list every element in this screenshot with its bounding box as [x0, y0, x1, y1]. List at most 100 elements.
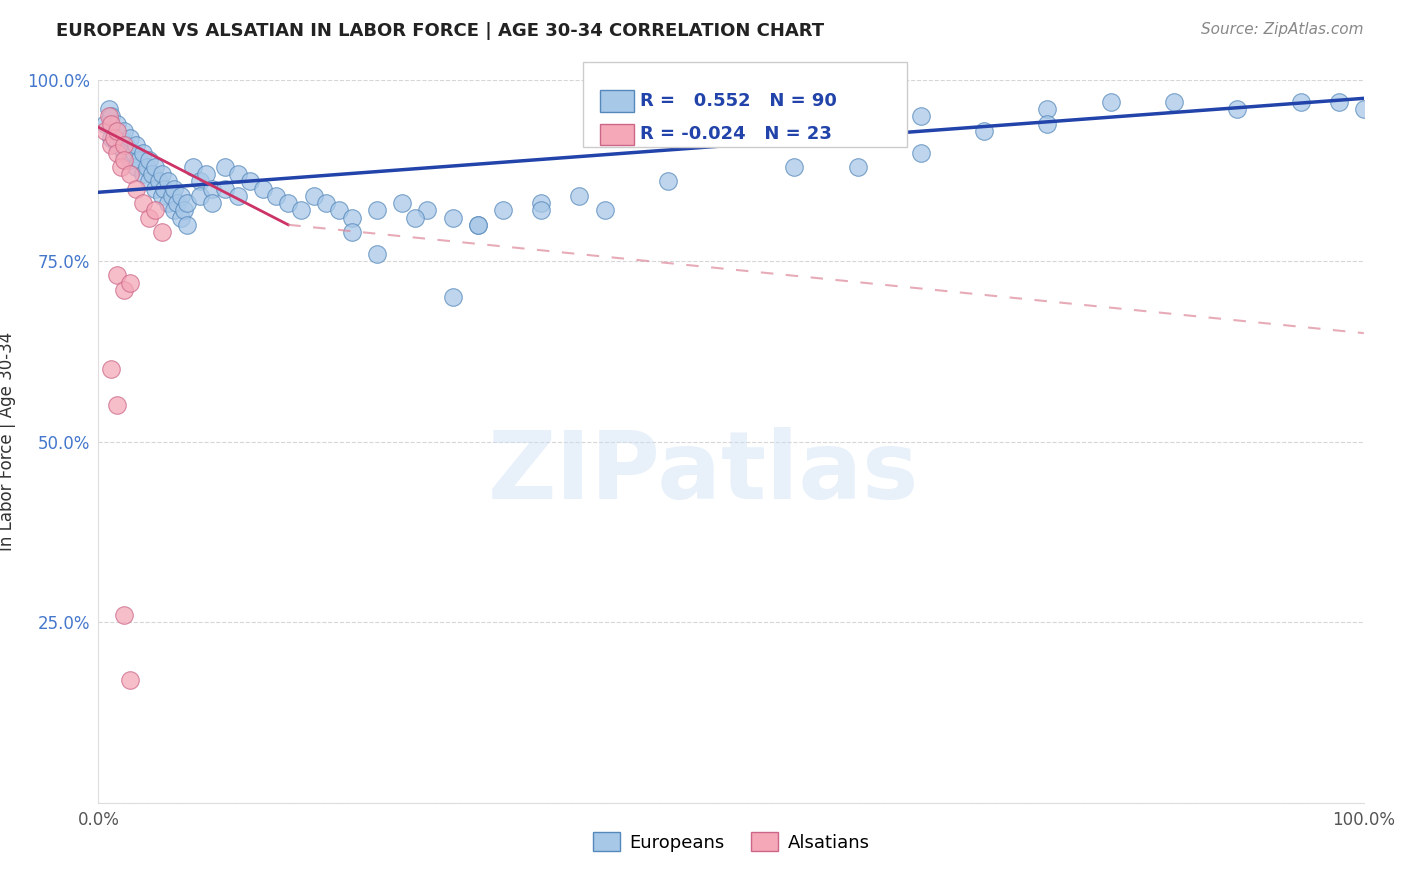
Point [135, 160, 157, 174]
Point [340, 225, 363, 239]
Point [150, 225, 173, 239]
Point [141, 167, 163, 181]
Point [416, 203, 439, 218]
Point [290, 203, 312, 218]
Text: ZIPatlas: ZIPatlas [488, 426, 918, 519]
Point [340, 211, 363, 225]
Point [112, 607, 135, 622]
Text: R =   0.552   N = 90: R = 0.552 N = 90 [640, 92, 837, 110]
Text: R = -0.024   N = 23: R = -0.024 N = 23 [640, 126, 831, 144]
Point [910, 145, 932, 160]
Point [132, 167, 155, 181]
Point [107, 398, 129, 412]
Point [277, 196, 299, 211]
Point [176, 218, 198, 232]
Point [120, 673, 141, 687]
Point [107, 124, 129, 138]
Point [132, 145, 155, 160]
Text: Source: ZipAtlas.com: Source: ZipAtlas.com [1201, 22, 1364, 37]
Point [160, 189, 183, 203]
Point [441, 290, 464, 304]
Point [1036, 117, 1059, 131]
Point [214, 160, 236, 174]
Point [125, 182, 148, 196]
Point [93, 117, 117, 131]
Point [138, 153, 160, 167]
Point [188, 189, 211, 203]
Point [176, 196, 198, 211]
Point [404, 211, 426, 225]
Point [910, 110, 932, 124]
Point [110, 160, 132, 174]
Point [239, 174, 262, 188]
Point [132, 196, 155, 211]
Point [100, 117, 122, 131]
Point [366, 246, 388, 260]
Point [214, 182, 236, 196]
Point [103, 124, 125, 138]
Point [148, 174, 170, 188]
Point [100, 362, 122, 376]
Point [169, 211, 191, 225]
Point [1099, 95, 1122, 109]
Point [226, 167, 249, 181]
Point [103, 131, 125, 145]
Point [467, 218, 489, 232]
Point [120, 276, 141, 290]
Point [120, 153, 141, 167]
Point [150, 189, 173, 203]
Point [138, 211, 160, 225]
Point [366, 203, 388, 218]
Point [657, 174, 679, 188]
Point [530, 196, 553, 211]
Point [112, 138, 135, 153]
Point [530, 203, 553, 218]
Point [391, 196, 413, 211]
Point [1289, 95, 1312, 109]
Point [315, 196, 337, 211]
Point [138, 174, 160, 188]
Point [107, 117, 129, 131]
Point [188, 174, 211, 188]
Point [1163, 95, 1185, 109]
Point [783, 160, 806, 174]
Point [115, 138, 138, 153]
Point [128, 153, 150, 167]
Point [107, 268, 129, 283]
Legend: Europeans, Alsatians: Europeans, Alsatians [586, 825, 876, 859]
Point [100, 131, 122, 145]
Point [1036, 102, 1059, 116]
Point [97, 110, 120, 124]
Point [568, 189, 591, 203]
Point [467, 218, 489, 232]
Point [145, 160, 166, 174]
Point [302, 189, 325, 203]
Point [492, 203, 515, 218]
Point [328, 203, 350, 218]
Point [112, 124, 135, 138]
Point [194, 167, 218, 181]
Point [107, 138, 129, 153]
Point [201, 196, 224, 211]
Point [183, 160, 205, 174]
Point [97, 102, 120, 116]
Point [112, 153, 135, 167]
Point [226, 189, 249, 203]
Point [1353, 102, 1375, 116]
Point [110, 131, 132, 145]
Point [720, 131, 742, 145]
Point [122, 145, 145, 160]
Point [163, 182, 186, 196]
Point [441, 211, 464, 225]
Point [100, 138, 122, 153]
Point [157, 174, 180, 188]
Point [973, 124, 995, 138]
Point [264, 189, 287, 203]
Point [93, 124, 117, 138]
Text: EUROPEAN VS ALSATIAN IN LABOR FORCE | AGE 30-34 CORRELATION CHART: EUROPEAN VS ALSATIAN IN LABOR FORCE | AG… [56, 22, 824, 40]
Point [163, 203, 186, 218]
Point [201, 182, 224, 196]
Point [112, 283, 135, 297]
Point [112, 145, 135, 160]
Point [120, 167, 141, 181]
